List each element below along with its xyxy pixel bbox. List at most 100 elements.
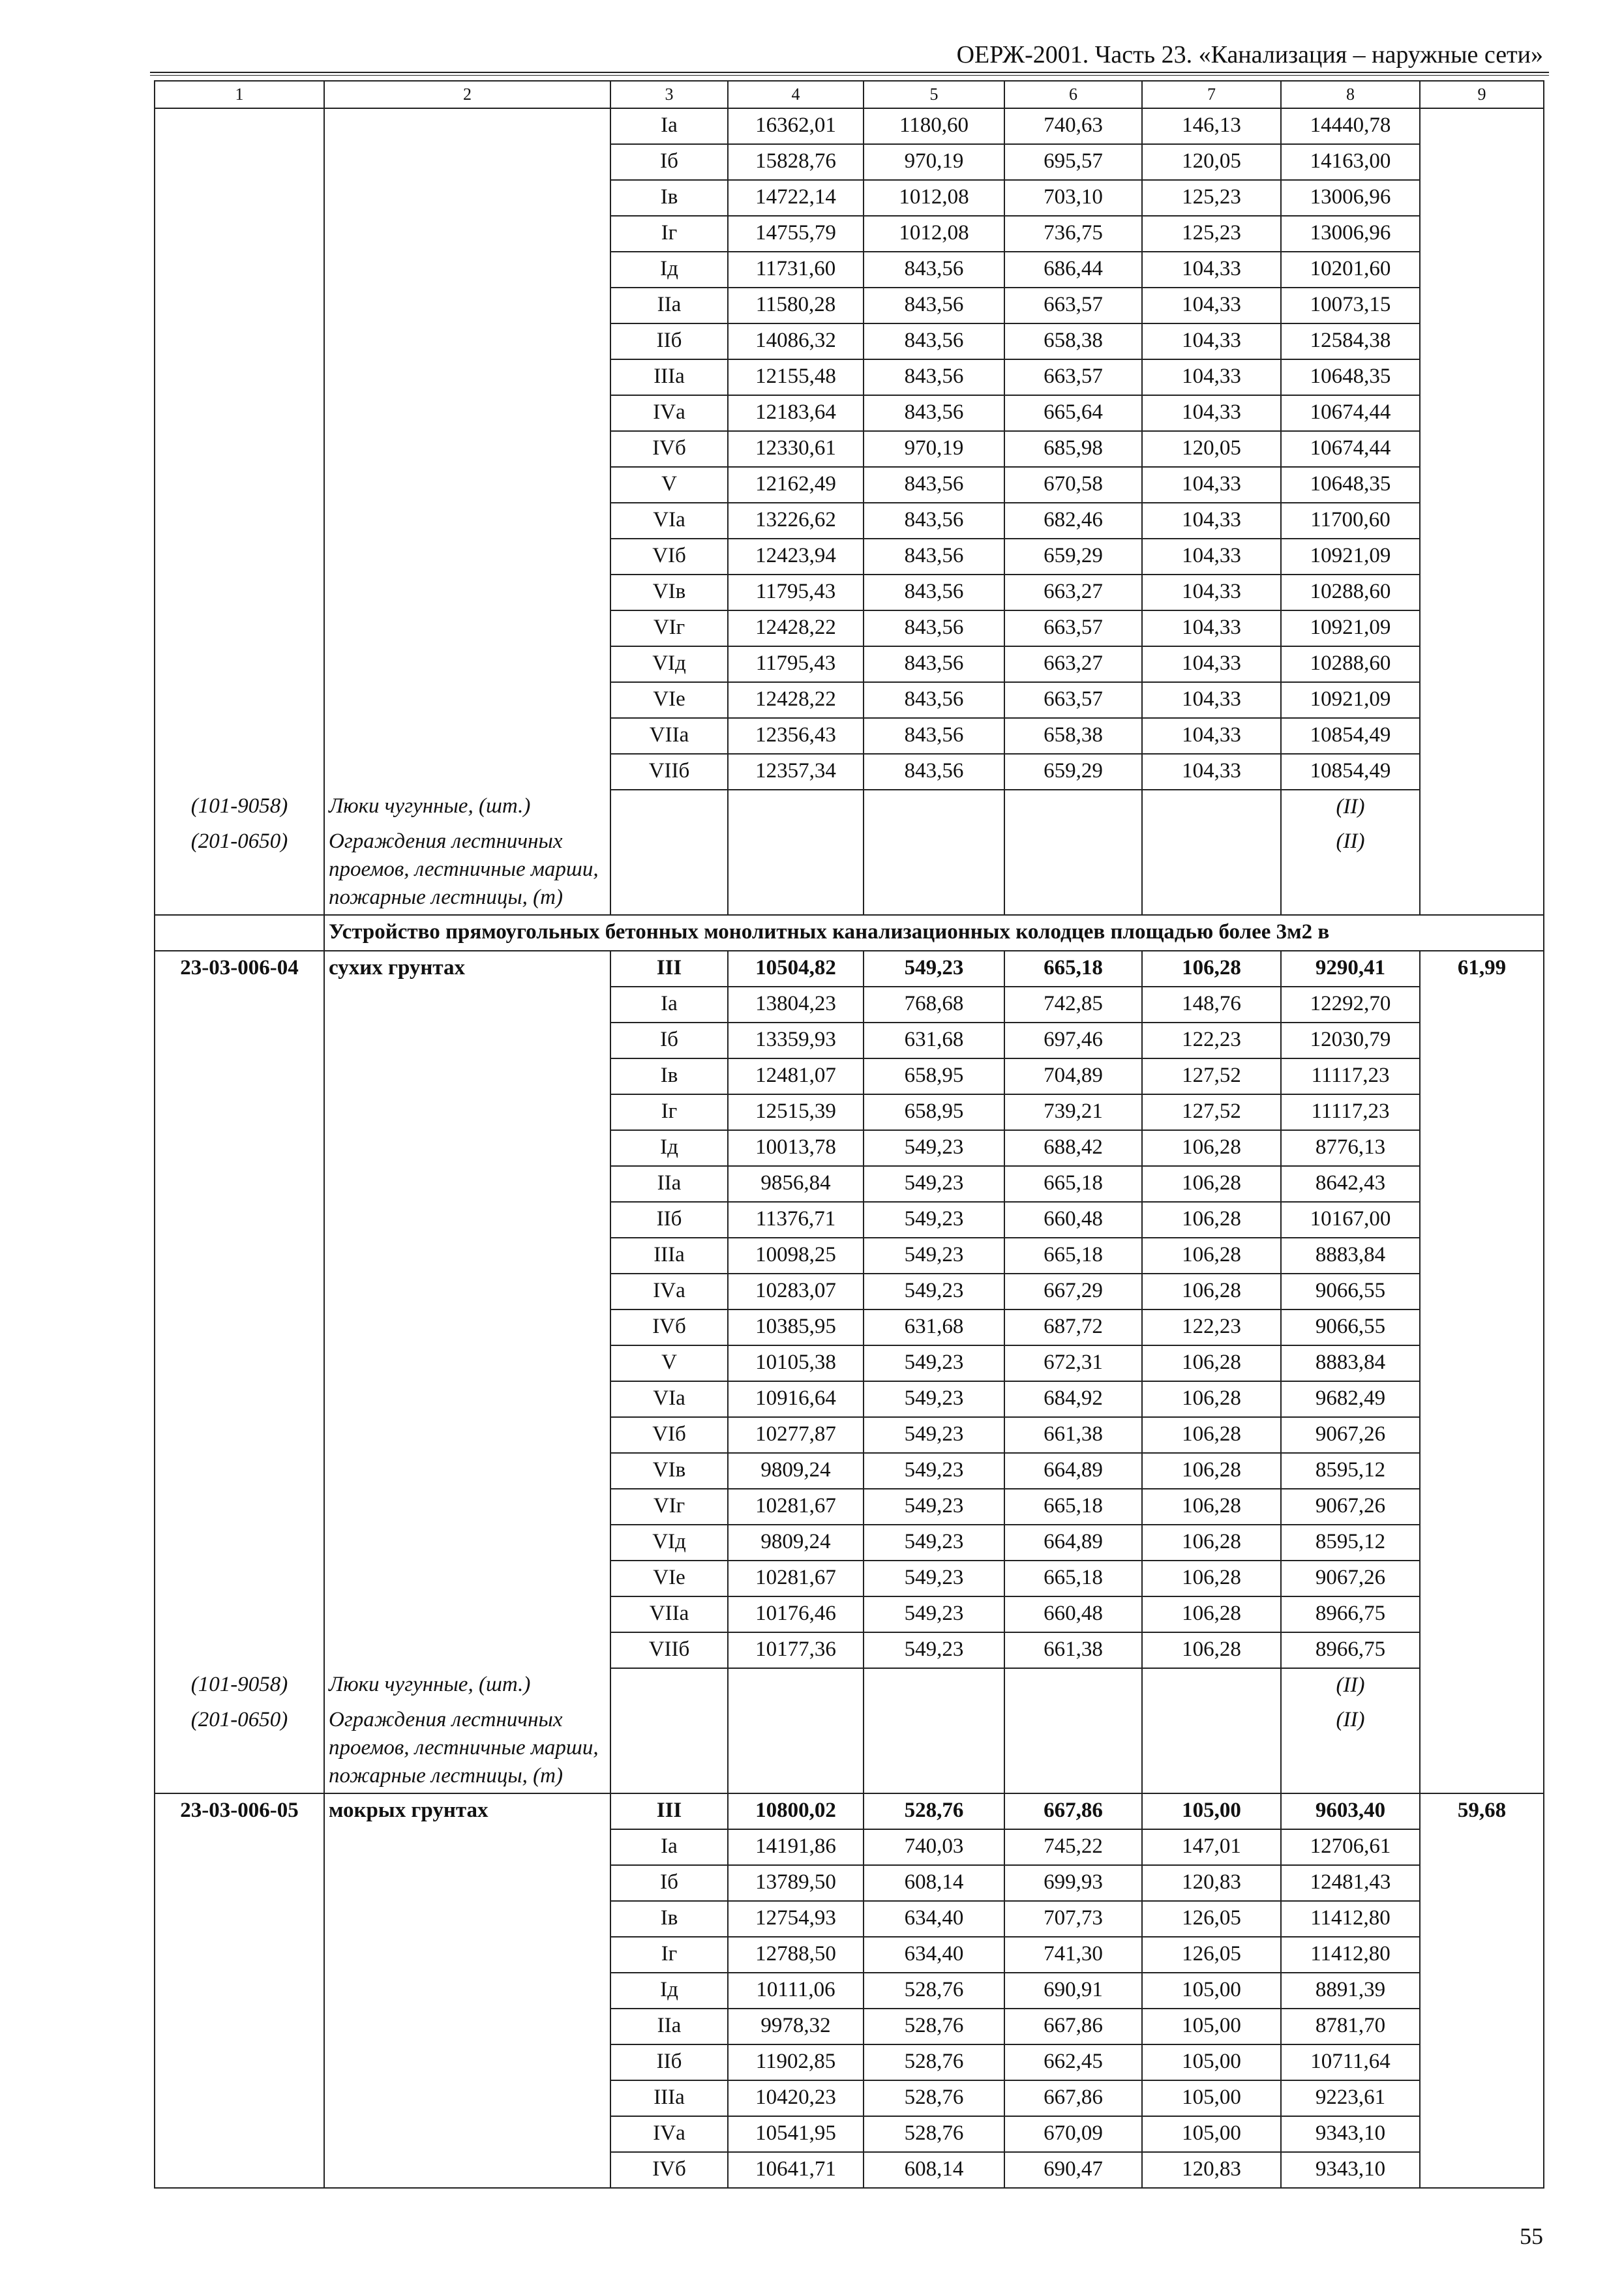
price-value: 10385,95 [727,1309,864,1346]
labor-total: 59,68 [1419,1793,1544,1829]
empty-cell [154,180,325,216]
empty-cell [323,1865,611,1901]
price-value: 549,23 [863,1560,1005,1597]
price-value: 10916,64 [727,1381,864,1418]
grade: IIб [610,323,729,360]
empty-cell [154,503,325,539]
price-value: 663,27 [1004,646,1143,683]
price-value: 11795,43 [727,574,864,611]
price-value: 122,23 [1141,1022,1282,1059]
empty-cell [154,1238,325,1274]
empty-cell [323,1417,611,1453]
empty-cell [323,1023,611,1058]
price-value: 10648,35 [1280,359,1421,396]
column-number: 5 [863,80,1005,109]
empty-cell [1419,1202,1544,1238]
column-number: 4 [727,80,864,109]
price-value: 9066,55 [1280,1273,1421,1310]
grade: VIд [610,646,729,683]
price-value: 105,00 [1141,2044,1282,2081]
grade: IVа [610,2116,729,2153]
rate-row: Iв 14722,14 1012,08 703,10 125,23 13006,96 [154,179,1544,217]
price-value: 549,23 [863,1165,1005,1203]
price-value: 10277,87 [727,1416,864,1454]
section-heading-row: Устройство прямоугольных бетонных моноли… [154,914,1544,951]
price-value: 15828,76 [727,143,864,181]
empty-cell [727,825,864,916]
empty-cell [154,1023,325,1058]
empty-cell [323,1094,611,1130]
empty-cell [323,216,611,252]
price-value: 528,76 [863,1793,1005,1830]
empty-cell [323,1274,611,1309]
empty-cell [610,1703,729,1794]
grade: VIв [610,1452,729,1489]
empty-cell [323,1973,611,2009]
resource-code: (101-9058) [154,1668,325,1703]
rate-row: Iа 14191,86 740,03 745,22 147,01 12706,61 [154,1829,1544,1866]
grade: VIд [610,1524,729,1561]
empty-cell [154,1417,325,1453]
rate-row: IIIа 12155,48 843,56 663,57 104,33 10648,35 [154,359,1544,396]
price-value: 12357,34 [727,753,864,790]
price-value: 10921,09 [1280,610,1421,647]
grade: V [610,1345,729,1382]
empty-cell [323,2009,611,2044]
price-value: 8966,75 [1280,1596,1421,1633]
price-value: 631,68 [863,1309,1005,1346]
price-value: 663,27 [1004,574,1143,611]
empty-cell [1419,1703,1544,1794]
empty-cell [323,1525,611,1561]
price-value: 13006,96 [1280,215,1421,252]
price-value: 11412,80 [1280,1936,1421,1973]
empty-cell [863,825,1005,916]
price-value: 663,57 [1004,610,1143,647]
price-value: 10711,64 [1280,2044,1421,2081]
price-value: 10177,36 [727,1632,864,1669]
empty-cell [323,1130,611,1166]
price-value: 8642,43 [1280,1165,1421,1203]
column-number: 6 [1004,80,1143,109]
resource-value: (II) [1280,825,1421,916]
empty-cell [1419,1489,1544,1525]
grade: VIIа [610,717,729,755]
price-value: 10921,09 [1280,681,1421,719]
price-value: 106,28 [1141,1524,1282,1561]
empty-cell [154,108,325,144]
price-value: 549,23 [863,1130,1005,1167]
price-value: 146,13 [1141,108,1282,145]
rate-row: IIа 11580,28 843,56 663,57 104,33 10073,15 [154,287,1544,324]
empty-cell [323,252,611,288]
empty-cell [323,431,611,467]
resource-code: (101-9058) [154,790,325,825]
price-value: 12183,64 [727,395,864,432]
price-value: 665,64 [1004,395,1143,432]
price-value: 843,56 [863,646,1005,683]
price-value: 105,00 [1141,2080,1282,2117]
empty-cell [154,987,325,1023]
empty-cell [323,2044,611,2080]
price-value: 120,05 [1141,143,1282,181]
empty-cell [323,539,611,575]
empty-cell [1419,754,1544,790]
rate-row: VIе 10281,67 549,23 665,18 106,28 9067,26 [154,1560,1544,1597]
grade: Iд [610,251,729,288]
price-value: 528,76 [863,2116,1005,2153]
price-value: 125,23 [1141,215,1282,252]
empty-cell [1419,1901,1544,1937]
rate-row: Iа 13804,23 768,68 742,85 148,76 12292,70 [154,986,1544,1023]
price-value: 528,76 [863,2080,1005,2117]
grade: IVб [610,1309,729,1346]
rate-row: Iд 11731,60 843,56 686,44 104,33 10201,60 [154,251,1544,288]
price-value: 120,83 [1141,2151,1282,2189]
price-value: 10854,49 [1280,753,1421,790]
empty-cell [1419,2080,1544,2116]
empty-cell [1419,575,1544,610]
price-value: 11700,60 [1280,502,1421,539]
empty-cell [323,1561,611,1596]
price-value: 549,23 [863,1596,1005,1633]
empty-cell [323,1202,611,1238]
price-value: 665,18 [1004,1165,1143,1203]
price-value: 12428,22 [727,610,864,647]
